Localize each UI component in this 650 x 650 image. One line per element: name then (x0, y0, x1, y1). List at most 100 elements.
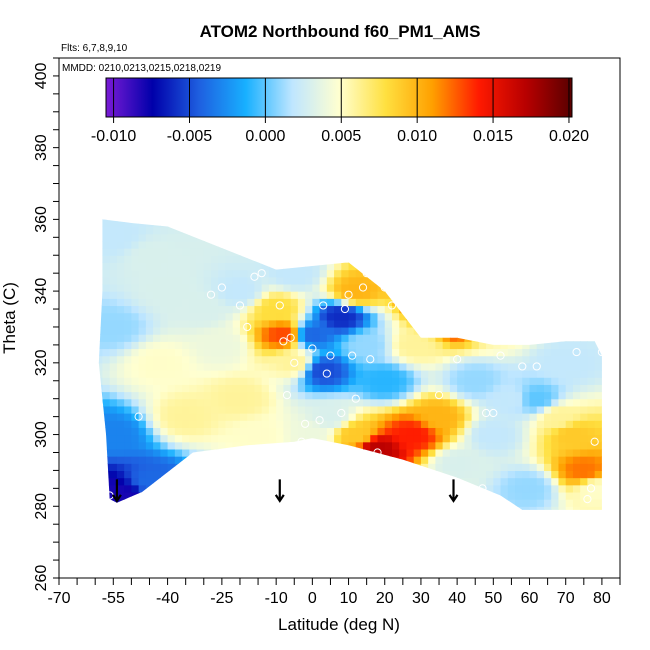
heatmap-cell (312, 456, 321, 464)
heatmap-cell (327, 176, 335, 184)
heatmap-cell (290, 226, 299, 235)
heatmap-cell (399, 434, 408, 443)
heatmap-cell (247, 506, 256, 510)
heatmap-cell (370, 148, 378, 156)
heatmap-cell (239, 341, 248, 350)
heatmap-cell (153, 262, 161, 271)
heatmap-cell (529, 405, 538, 414)
heatmap-cell (399, 556, 407, 564)
heatmap-cell (109, 305, 118, 314)
heatmap-cell (189, 420, 198, 428)
heatmap-cell (435, 571, 443, 579)
heatmap-cell (341, 355, 350, 364)
heatmap-cell (81, 492, 89, 500)
flights-note: Flts: 6,7,8,9,10 (61, 43, 128, 54)
heatmap-cell (291, 69, 299, 77)
heatmap-cell (268, 384, 277, 393)
heatmap-cell (218, 391, 227, 400)
heatmap-cell (167, 362, 176, 371)
heatmap-cell (81, 327, 89, 335)
heatmap-cell (116, 484, 125, 493)
heatmap-cell (88, 406, 96, 414)
heatmap-cell (305, 491, 313, 500)
heatmap-cell (110, 571, 118, 579)
heatmap-cell (153, 119, 161, 127)
heatmap-cell (449, 334, 458, 342)
heatmap-cell (384, 484, 393, 493)
heatmap-cell (146, 191, 154, 199)
heatmap-cell (268, 477, 277, 486)
heatmap-cell (334, 291, 342, 299)
heatmap-cell (406, 326, 415, 335)
heatmap-cell (102, 384, 111, 393)
heatmap-cell (457, 491, 465, 500)
heatmap-cell (182, 355, 190, 364)
heatmap-cell (124, 463, 132, 472)
heatmap-cell (464, 420, 473, 428)
heatmap-cell (276, 62, 284, 70)
heatmap-cell (399, 377, 408, 385)
heatmap-cell (449, 427, 458, 436)
heatmap-cell (291, 162, 299, 170)
heatmap-cell (98, 391, 104, 400)
heatmap-cell (406, 456, 415, 464)
heatmap-cell (457, 513, 465, 521)
heatmap-cell (442, 477, 451, 486)
heatmap-cell (232, 276, 241, 285)
heatmap-cell (73, 76, 81, 84)
heatmap-cell (225, 470, 234, 479)
heatmap-cell (139, 542, 147, 550)
heatmap-cell (486, 391, 494, 400)
heatmap-cell (363, 319, 371, 328)
heatmap-cell (501, 176, 509, 184)
heatmap-cell (189, 441, 198, 450)
heatmap-cell (363, 535, 371, 543)
heatmap-cell (543, 470, 552, 479)
heatmap-cell (131, 556, 139, 564)
heatmap-cell (326, 491, 335, 500)
heatmap-cell (153, 148, 161, 156)
heatmap-cell (232, 262, 241, 271)
heatmap-cell (420, 441, 429, 450)
heatmap-cell (59, 370, 67, 378)
heatmap-cell (291, 126, 299, 134)
heatmap-cell (392, 564, 400, 572)
heatmap-cell (508, 155, 516, 163)
heatmap-cell (254, 276, 263, 285)
heatmap-cell (232, 470, 241, 479)
heatmap-cell (384, 312, 393, 321)
heatmap-cell (515, 184, 523, 192)
heatmap-cell (283, 535, 291, 543)
heatmap-cell (218, 226, 227, 235)
heatmap-cell (254, 155, 262, 163)
heatmap-cell (508, 119, 516, 127)
heatmap-cell (297, 413, 306, 421)
heatmap-cell (102, 528, 110, 536)
heatmap-cell (174, 355, 183, 364)
heatmap-cell (73, 241, 81, 249)
heatmap-cell (182, 148, 190, 156)
heatmap-cell (254, 398, 263, 407)
heatmap-cell (102, 391, 111, 400)
heatmap-cell (384, 269, 393, 278)
heatmap-cell (182, 506, 190, 510)
heatmap-cell (363, 556, 371, 564)
heatmap-cell (167, 355, 176, 364)
heatmap-cell (486, 255, 494, 264)
heatmap-cell (428, 326, 437, 335)
heatmap-cell (109, 341, 118, 350)
heatmap-cell (449, 470, 458, 479)
heatmap-cell (435, 456, 444, 464)
heatmap-cell (290, 291, 299, 299)
heatmap-cell (218, 535, 226, 543)
heatmap-cell (218, 556, 226, 564)
heatmap-cell (334, 191, 342, 199)
heatmap-cell (355, 291, 364, 299)
heatmap-cell (138, 233, 147, 242)
heatmap-cell (355, 362, 364, 371)
heatmap-cell (341, 334, 350, 342)
heatmap-cell (153, 155, 161, 163)
heatmap-cell (73, 320, 81, 328)
heatmap-cell (189, 162, 197, 170)
heatmap-cell (233, 140, 241, 148)
